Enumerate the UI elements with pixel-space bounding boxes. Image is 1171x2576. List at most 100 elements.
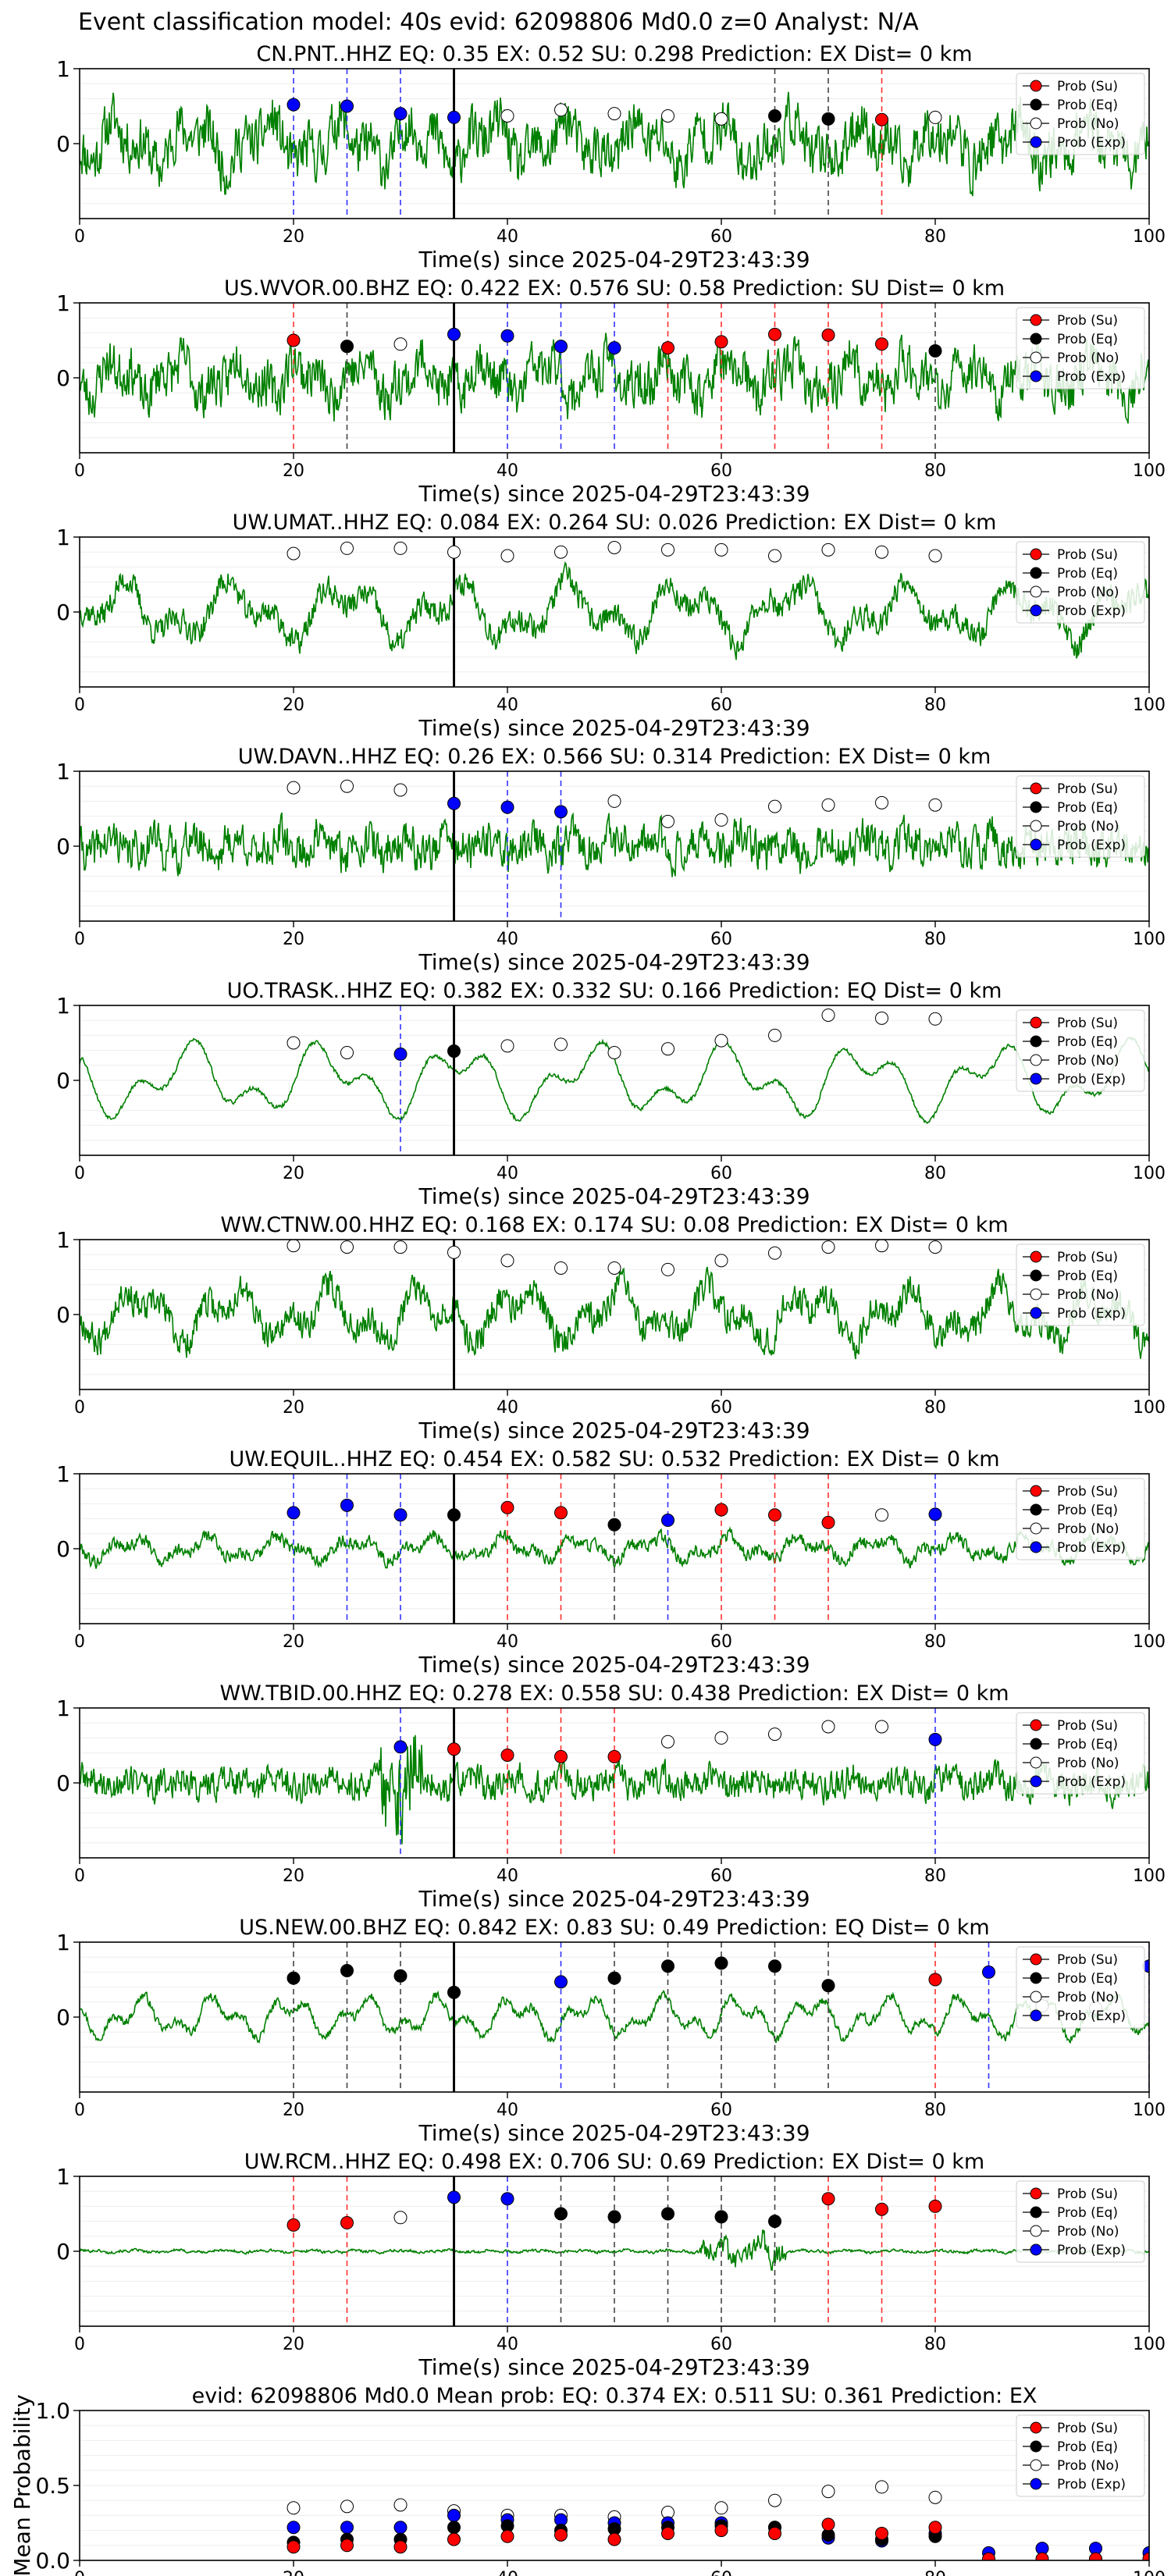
legend-marker-no xyxy=(1030,820,1042,832)
legend-marker-exp xyxy=(1030,136,1042,148)
legend-box xyxy=(1016,73,1145,155)
x-tick-label: 40 xyxy=(497,696,518,715)
prob-marker-no xyxy=(447,545,461,559)
prob-marker-su xyxy=(714,335,728,349)
legend-label: Prob (Exp) xyxy=(1057,2477,1126,2492)
prob-marker-no xyxy=(340,779,354,793)
prob-marker-eq xyxy=(714,1956,728,1970)
mean-prob-point-su xyxy=(500,2529,514,2543)
panel-title: UO.TRASK..HHZ EQ: 0.382 EX: 0.332 SU: 0.… xyxy=(227,979,1002,1003)
prob-marker-eq xyxy=(607,2210,621,2224)
legend-label: Prob (Exp) xyxy=(1057,2243,1126,2258)
legend-label: Prob (Su) xyxy=(1057,1250,1118,1265)
legend-box xyxy=(1016,2180,1145,2263)
mean-prob-point-su xyxy=(768,2526,781,2540)
legend-label: Prob (Exp) xyxy=(1057,1072,1126,1087)
prob-marker-no xyxy=(928,110,942,124)
legend-label: Prob (Exp) xyxy=(1057,838,1126,853)
x-tick-label: 80 xyxy=(924,461,946,481)
x-tick-label: 100 xyxy=(1133,1398,1166,1418)
legend-label: Prob (Su) xyxy=(1057,2186,1118,2202)
legend-marker-su xyxy=(1030,1953,1042,1966)
y-tick-label: 1 xyxy=(56,993,70,1019)
x-axis-label: Time(s) since 2025-04-29T23:43:39 xyxy=(418,481,810,507)
prob-marker-exp xyxy=(554,1975,568,1989)
x-tick-label: 0 xyxy=(74,2101,85,2120)
prob-marker-no xyxy=(714,543,728,557)
prob-marker-exp xyxy=(393,1508,408,1522)
mean-prob-point-su xyxy=(714,2524,728,2538)
x-tick-label: 0 xyxy=(74,1164,85,1183)
legend-marker-eq xyxy=(1030,1035,1042,1048)
prob-marker-eq xyxy=(821,112,835,126)
plot-area xyxy=(80,1005,1149,1155)
x-tick-label: 100 xyxy=(1133,1164,1166,1183)
mean-prob-point-eq xyxy=(447,2521,461,2535)
prob-marker-eq xyxy=(607,1517,621,1532)
mean-prob-point-su xyxy=(393,2540,408,2554)
prob-marker-no xyxy=(500,109,514,123)
prob-marker-su xyxy=(875,112,888,126)
x-tick-label: 20 xyxy=(283,2335,304,2354)
plot-area xyxy=(80,537,1149,687)
panel-2: US.WVOR.00.BHZ EQ: 0.422 EX: 0.576 SU: 0… xyxy=(56,276,1166,507)
x-tick-label: 20 xyxy=(283,2569,304,2576)
x-axis-label: Time(s) since 2025-04-29T23:43:39 xyxy=(418,247,810,272)
prob-marker-no xyxy=(661,1042,674,1056)
x-tick-label: 40 xyxy=(497,930,518,949)
prob-marker-su xyxy=(500,1748,514,1762)
figure-title: Event classification model: 40s evid: 62… xyxy=(78,9,919,36)
prob-marker-no xyxy=(821,1008,835,1022)
legend-label: Prob (No) xyxy=(1057,1521,1119,1537)
prob-marker-exp xyxy=(928,1732,942,1746)
prob-marker-no xyxy=(287,546,301,560)
prob-marker-eq xyxy=(661,2207,674,2221)
x-tick-label: 80 xyxy=(924,930,946,949)
legend-label: Prob (Eq) xyxy=(1057,800,1118,816)
prob-marker-eq xyxy=(768,109,781,123)
mean-prob-point-su xyxy=(1035,2552,1049,2560)
legend-label: Prob (Eq) xyxy=(1057,2439,1118,2455)
y-tick-label: 0 xyxy=(56,1536,70,1562)
legend-marker-eq xyxy=(1030,1972,1042,1984)
y-tick-label: 1 xyxy=(56,759,70,785)
plot-area xyxy=(80,303,1149,453)
legend-label: Prob (Su) xyxy=(1057,79,1118,94)
x-tick-label: 0 xyxy=(74,1398,85,1418)
legend-marker-eq xyxy=(1030,1738,1042,1750)
x-axis-label: Time(s) since 2025-04-29T23:43:39 xyxy=(418,1652,810,1678)
y-tick-label: 0 xyxy=(56,600,70,625)
prob-marker-su xyxy=(821,2192,835,2206)
prob-marker-no xyxy=(500,1039,514,1053)
y-tick-label: 0.0 xyxy=(35,2548,70,2574)
legend-marker-exp xyxy=(1030,1307,1042,1319)
prob-marker-no xyxy=(500,549,514,563)
legend-label: Prob (Eq) xyxy=(1057,332,1118,347)
x-tick-label: 60 xyxy=(710,1632,732,1652)
prob-marker-no xyxy=(340,1045,354,1059)
prob-marker-su xyxy=(607,1749,621,1763)
prob-marker-eq xyxy=(607,1971,621,1985)
prob-marker-eq xyxy=(447,1985,461,1999)
legend-marker-su xyxy=(1030,80,1042,92)
prob-marker-su xyxy=(821,1515,835,1529)
prob-marker-su xyxy=(554,1749,568,1763)
mean-prob-point-su xyxy=(928,2521,942,2535)
y-tick-label: 1 xyxy=(56,1695,70,1721)
legend-marker-exp xyxy=(1030,604,1042,617)
prob-marker-no xyxy=(768,549,781,563)
y-tick-label: 1 xyxy=(56,2164,70,2190)
prob-marker-no xyxy=(768,1246,781,1260)
prob-marker-no xyxy=(393,2211,408,2225)
mean-prob-point-su xyxy=(340,2539,354,2553)
mean-prob-point-su xyxy=(821,2517,835,2532)
legend: Prob (Su) Prob (Eq) Prob (No) Prob (Exp) xyxy=(1016,2414,1145,2497)
x-tick-label: 100 xyxy=(1133,1866,1166,1886)
x-tick-label: 60 xyxy=(710,1164,732,1183)
legend-marker-no xyxy=(1030,1288,1042,1300)
x-tick-label: 100 xyxy=(1133,1632,1166,1652)
x-tick-label: 60 xyxy=(710,1866,732,1886)
x-tick-label: 80 xyxy=(924,2335,946,2354)
mean-prob-point-exp xyxy=(287,2521,301,2535)
prob-marker-exp xyxy=(340,1498,354,1512)
